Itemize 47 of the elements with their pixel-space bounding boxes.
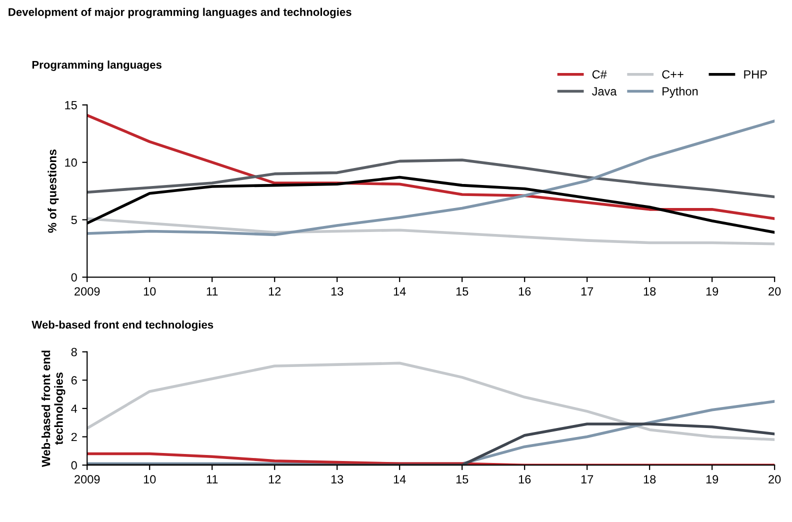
line-series <box>87 158 775 198</box>
y-axis-title: Web-based front end technologies <box>42 350 66 468</box>
x-tick-label: 19 <box>706 287 718 296</box>
x-tick-label: 15 <box>456 475 468 484</box>
x-tick-label: 2009 <box>74 287 100 296</box>
x-tick-label: 10 <box>144 287 156 296</box>
line-series <box>87 120 775 236</box>
legend-label: Java <box>592 87 617 96</box>
chart-title: Development of major programming languages and technologies <box>8 8 352 18</box>
x-tick-label: 12 <box>268 287 281 296</box>
x-tick-label: 19 <box>706 475 718 484</box>
y-tick-label: 5 <box>71 216 77 224</box>
y-tick-label: 0 <box>71 461 77 470</box>
y-tick-label: 8 <box>71 348 77 356</box>
x-tick-label: 11 <box>206 475 218 484</box>
y-axis-title: % of questions <box>48 150 59 233</box>
x-tick-label: 13 <box>331 287 344 296</box>
x-tick-label: 17 <box>581 475 594 484</box>
x-tick-label: 20 <box>768 475 781 484</box>
x-tick-label: 15 <box>456 287 468 296</box>
chart-title: Web-based front end technologies <box>32 320 214 331</box>
x-tick-label: 10 <box>144 475 156 484</box>
x-tick-label: 14 <box>394 287 406 296</box>
legend-label: C# <box>592 70 607 79</box>
x-tick-label: 18 <box>644 287 656 296</box>
y-tick-label: 10 <box>65 158 77 167</box>
x-tick-label: 18 <box>644 475 656 484</box>
y-tick-label: 2 <box>71 432 77 442</box>
y-tick-label: 6 <box>71 376 77 385</box>
legend-label: PHP <box>744 70 767 78</box>
y-tick-label: 15 <box>65 101 77 110</box>
x-tick-label: 17 <box>581 287 594 296</box>
x-tick-label: 11 <box>206 287 218 296</box>
x-tick-label: 2009 <box>74 475 100 484</box>
x-tick-label: 16 <box>518 287 531 296</box>
legend-label: C++ <box>662 70 684 79</box>
line-series <box>87 217 775 246</box>
x-tick-label: 12 <box>268 475 281 484</box>
x-tick-label: 14 <box>394 475 406 484</box>
y-tick-label: 0 <box>71 273 77 282</box>
legend-label: Python <box>662 86 698 98</box>
chart-subtitle: Programming languages <box>32 60 162 71</box>
line-series <box>87 362 775 442</box>
x-tick-label: 13 <box>331 475 344 484</box>
x-tick-label: 16 <box>518 475 531 484</box>
y-tick-label: 4 <box>71 404 78 413</box>
x-tick-label: 20 <box>768 287 781 296</box>
